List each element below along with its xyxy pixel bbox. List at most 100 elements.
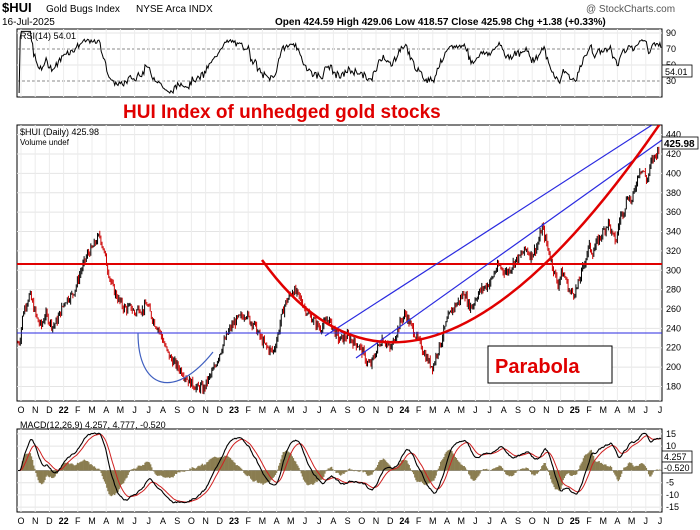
x-axis-label: J [644, 516, 649, 526]
x-axis-label: S [345, 405, 351, 415]
x-axis-label: M [599, 516, 607, 526]
x-axis-label: O [17, 405, 24, 415]
x-axis-label: M [429, 516, 437, 526]
x-axis-label: A [103, 405, 109, 415]
x-axis-label: J [303, 516, 308, 526]
x-axis-label: M [628, 405, 636, 415]
x-axis-label: M [599, 405, 607, 415]
x-axis-label: N [543, 516, 550, 526]
x-axis-label: J [132, 516, 137, 526]
x-axis-macd: O N D 22 F M A M J J A S O N D 23 F M A M J J A S O N D 24 F M A M J J A S O… [17, 516, 662, 526]
x-axis-label: M [117, 516, 125, 526]
price-tick-label: 360 [666, 207, 681, 217]
x-axis-label: J [658, 516, 663, 526]
price-tick-label: 420 [666, 149, 681, 159]
x-axis-label: S [345, 516, 351, 526]
price-current-box [661, 136, 699, 150]
rsi-tick-label: 30 [666, 76, 676, 86]
x-axis-label: J [473, 516, 478, 526]
rsi-panel: RSI(14) 54.01 90705030 54.01 [16, 28, 693, 98]
x-axis-label: J [147, 405, 152, 415]
x-axis-label: N [32, 405, 39, 415]
macd-tick-label: -5 [666, 478, 674, 488]
symbol: $HUI [2, 0, 32, 15]
x-axis-label: A [274, 516, 280, 526]
x-axis-label: J [132, 405, 137, 415]
x-axis-label: N [202, 405, 209, 415]
x-axis-label: 24 [399, 405, 409, 415]
x-axis-label: S [174, 405, 180, 415]
x-axis-label: J [658, 405, 663, 415]
x-axis-label: 22 [59, 516, 69, 526]
price-panel: $HUI (Daily) 425.98 Volume undef 180 200 2… [16, 102, 699, 402]
price-tick-label: 260 [666, 304, 681, 314]
macd-hist-box [661, 461, 693, 474]
x-axis-label: M [259, 405, 267, 415]
x-axis-label: O [188, 516, 195, 526]
x-axis-label: N [373, 516, 380, 526]
x-axis-label: D [387, 405, 394, 415]
price-tick-label: 440 [666, 130, 681, 140]
x-axis-label: N [543, 405, 550, 415]
x-axis-label: J [317, 516, 322, 526]
channel-upper-line [324, 125, 653, 337]
x-axis-label: M [88, 405, 96, 415]
volume-label: Volume undef [20, 138, 70, 147]
x-axis-label: M [88, 516, 96, 526]
macd-tick-label: 15 [666, 429, 676, 439]
rsi-tick-label: 90 [666, 28, 676, 38]
price-tick-label: 280 [666, 285, 681, 295]
x-axis-label: A [330, 405, 336, 415]
x-axis-label: D [557, 516, 564, 526]
x-axis-label: O [358, 405, 365, 415]
rsi-current-box [661, 64, 693, 78]
parabola-curve [260, 125, 661, 344]
x-axis-label: J [317, 405, 322, 415]
macd-label: MACD(12,26,9) 4.257, 4.777, -0.520 [20, 420, 166, 430]
price-tick-label: 380 [666, 188, 681, 198]
rsi-line [18, 30, 662, 95]
x-axis-label: F [586, 405, 592, 415]
x-axis-label: A [444, 516, 450, 526]
price-tick-label: 220 [666, 343, 681, 353]
price-tick-label: 240 [666, 323, 681, 333]
x-axis-label: A [501, 516, 507, 526]
x-axis-label: O [188, 405, 195, 415]
x-axis-label: M [117, 405, 125, 415]
macd-hist-value: -0.520 [664, 463, 690, 473]
x-axis-label: S [515, 405, 521, 415]
x-axis-label: J [303, 405, 308, 415]
price-tick-label: 180 [666, 381, 681, 391]
x-axis-label: A [614, 516, 620, 526]
price-tick-label: 340 [666, 227, 681, 237]
x-axis-label: M [457, 405, 465, 415]
chart-date: 16-Jul-2025 [2, 17, 55, 28]
parabola-label-box [487, 345, 613, 384]
x-axis-label: D [557, 405, 564, 415]
x-axis-label: F [245, 405, 251, 415]
macd-tick-label: -15 [666, 502, 679, 512]
x-axis-label: F [75, 405, 81, 415]
x-axis-label: F [75, 516, 81, 526]
x-axis-label: N [202, 516, 209, 526]
rsi-current-value: 54.01 [665, 67, 688, 77]
macd-tick-label: 10 [666, 441, 676, 451]
annotation-title: HUI Index of unhedged gold stocks [123, 102, 441, 123]
x-axis-label: M [287, 405, 295, 415]
x-axis-label: A [160, 516, 166, 526]
x-axis-label: O [358, 516, 365, 526]
price-tick-label: 400 [666, 168, 681, 178]
x-axis-label: 23 [229, 405, 239, 415]
parabola-label: Parabola [495, 356, 580, 378]
x-axis-label: J [487, 405, 492, 415]
macd-value: 4.257 [664, 452, 687, 462]
rsi-frame [16, 28, 663, 98]
exchange: NYSE Arca INDX [136, 4, 213, 15]
x-axis-label: D [217, 405, 224, 415]
x-axis-label: S [174, 516, 180, 526]
x-axis-price: O N D 22 F M A M J J A S O N D 23 F M A M J J A S O N D 24 F M A M J J A S O… [17, 405, 662, 415]
x-axis-label: J [644, 405, 649, 415]
x-axis-label: M [429, 405, 437, 415]
x-axis-label: 24 [399, 516, 409, 526]
